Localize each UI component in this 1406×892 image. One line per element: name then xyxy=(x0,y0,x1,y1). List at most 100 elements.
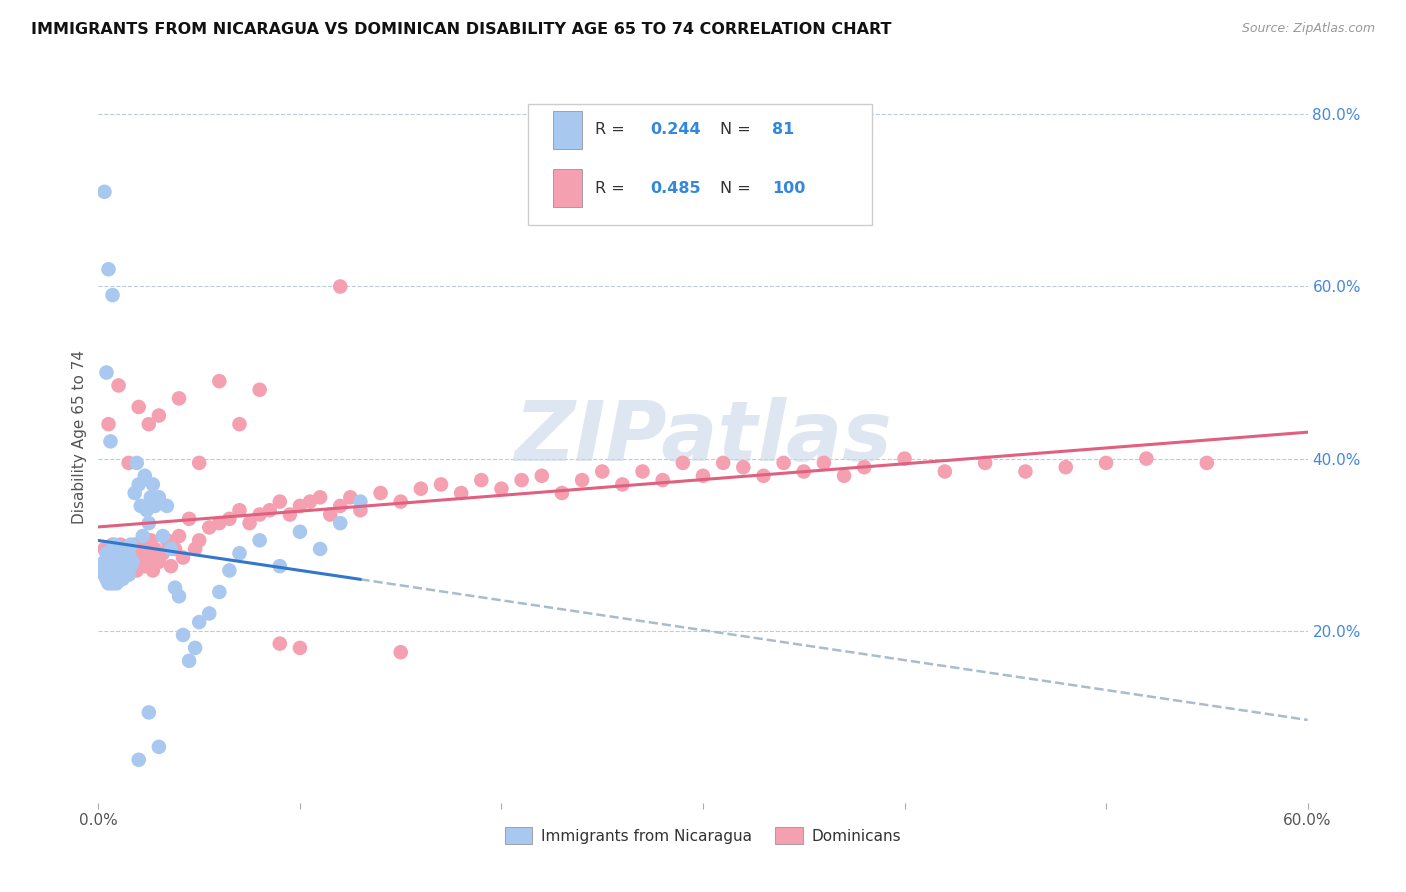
Point xyxy=(198,607,221,621)
Point xyxy=(91,564,114,578)
Point xyxy=(107,555,129,569)
Point xyxy=(259,503,281,517)
Point xyxy=(128,477,150,491)
Text: 81: 81 xyxy=(772,122,794,137)
Point xyxy=(96,559,118,574)
Point xyxy=(299,494,322,508)
Point xyxy=(269,637,291,651)
Point xyxy=(288,499,311,513)
Point xyxy=(172,628,194,642)
Point xyxy=(309,541,332,556)
Point xyxy=(571,473,593,487)
Point xyxy=(120,559,142,574)
Point xyxy=(249,508,271,522)
Point xyxy=(134,559,156,574)
Point xyxy=(111,541,134,556)
Point xyxy=(110,567,132,582)
Point xyxy=(135,541,157,556)
Point xyxy=(974,456,997,470)
Point xyxy=(118,456,141,470)
Point xyxy=(120,538,142,552)
Point xyxy=(142,564,165,578)
Point xyxy=(934,465,956,479)
Point xyxy=(125,564,148,578)
Point xyxy=(107,572,129,586)
Point xyxy=(208,374,231,388)
Point xyxy=(793,465,815,479)
Point xyxy=(329,499,352,513)
Point xyxy=(103,564,125,578)
Point xyxy=(430,477,453,491)
Point xyxy=(143,541,166,556)
FancyBboxPatch shape xyxy=(553,169,582,208)
Point xyxy=(101,538,124,552)
Point xyxy=(813,456,835,470)
Text: R =: R = xyxy=(595,181,630,196)
Point xyxy=(249,383,271,397)
Point xyxy=(491,482,513,496)
Point xyxy=(148,409,170,423)
Point xyxy=(530,468,553,483)
Point xyxy=(1135,451,1157,466)
Point xyxy=(114,567,136,582)
Text: N =: N = xyxy=(720,122,756,137)
Point xyxy=(510,473,533,487)
Point xyxy=(143,499,166,513)
Point xyxy=(733,460,755,475)
Point xyxy=(121,550,143,565)
Point xyxy=(138,550,160,565)
Point xyxy=(105,541,128,556)
Point xyxy=(163,581,186,595)
Point xyxy=(551,486,574,500)
Point xyxy=(179,654,201,668)
Point xyxy=(103,538,125,552)
Point xyxy=(152,546,174,560)
Point xyxy=(97,417,120,432)
Point xyxy=(1014,465,1036,479)
Point xyxy=(172,550,194,565)
Point xyxy=(138,417,160,432)
Point xyxy=(188,533,211,548)
Point xyxy=(139,491,162,505)
Point xyxy=(129,555,152,569)
Point xyxy=(228,503,250,517)
Point xyxy=(711,456,734,470)
Point xyxy=(651,473,673,487)
Point xyxy=(288,524,311,539)
Point xyxy=(93,541,115,556)
Point xyxy=(148,739,170,754)
Point xyxy=(692,468,714,483)
Point xyxy=(319,508,342,522)
Point xyxy=(218,512,240,526)
Point xyxy=(893,451,915,466)
Point xyxy=(97,262,120,277)
Point xyxy=(389,645,412,659)
Point xyxy=(832,468,855,483)
Point xyxy=(93,567,115,582)
Point xyxy=(97,576,120,591)
Point xyxy=(97,546,120,560)
FancyBboxPatch shape xyxy=(527,104,872,225)
Y-axis label: Disability Age 65 to 74: Disability Age 65 to 74 xyxy=(72,350,87,524)
Point xyxy=(329,516,352,530)
Point xyxy=(218,564,240,578)
Point xyxy=(111,572,134,586)
Point xyxy=(100,559,122,574)
Point xyxy=(239,516,262,530)
Point xyxy=(118,567,141,582)
FancyBboxPatch shape xyxy=(553,111,582,149)
Point xyxy=(128,541,150,556)
Point xyxy=(450,486,472,500)
Point xyxy=(96,366,118,380)
Point xyxy=(470,473,492,487)
Point xyxy=(118,546,141,560)
Point xyxy=(100,546,122,560)
Point xyxy=(188,456,211,470)
Point xyxy=(121,555,143,569)
Point xyxy=(349,494,371,508)
Point xyxy=(752,468,775,483)
Point xyxy=(208,516,231,530)
Point xyxy=(105,576,128,591)
Point xyxy=(672,456,695,470)
Point xyxy=(184,541,207,556)
